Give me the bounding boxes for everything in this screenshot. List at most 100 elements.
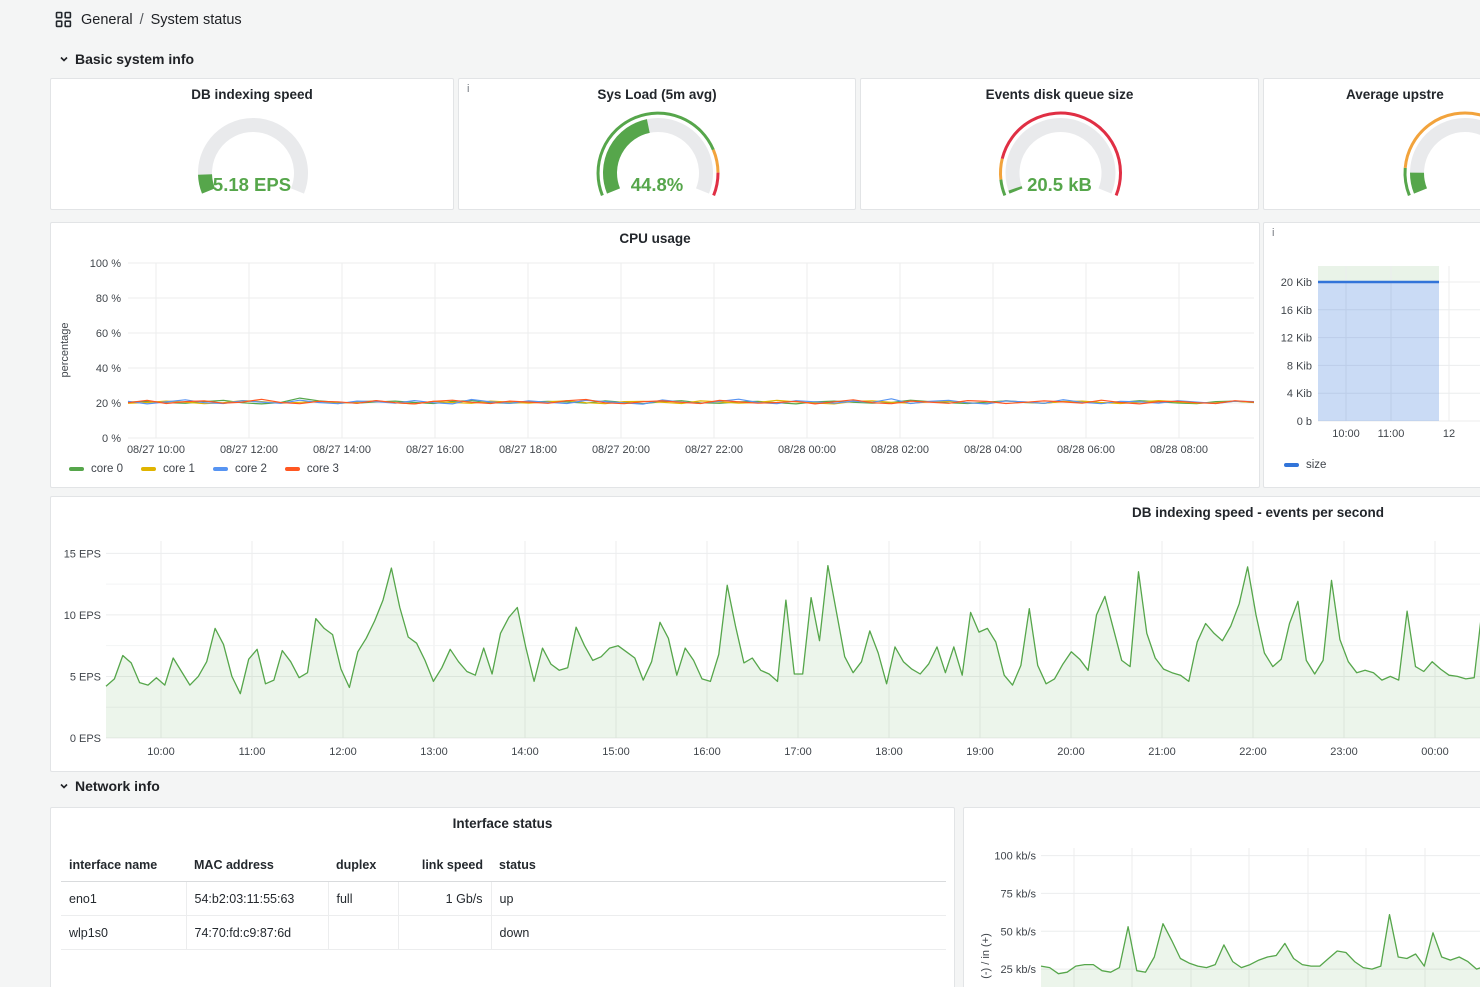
legend-swatch <box>1284 463 1299 467</box>
panel-queue-size-chart: i 0 b4 Kib8 Kib12 Kib16 Kib20 Kib10:0011… <box>1263 222 1480 488</box>
column-header-link-speed[interactable]: link speed <box>398 848 491 882</box>
x-tick-label: 19:00 <box>966 746 994 758</box>
x-tick-label: 08/27 20:00 <box>592 444 650 456</box>
x-tick-label: 08/28 06:00 <box>1057 444 1115 456</box>
x-tick-label: 23:00 <box>1330 746 1358 758</box>
y-tick-label: 10 EPS <box>64 610 101 622</box>
gauge-value: 44.8% <box>459 174 855 196</box>
table-cell: eno1 <box>61 882 186 916</box>
y-tick-label: 4 Kib <box>1287 388 1312 400</box>
y-tick-label: 20 % <box>96 398 121 410</box>
y-tick-label: 16 Kib <box>1281 305 1312 317</box>
y-tick-label: 60 % <box>96 328 121 340</box>
y-tick-label: 8 Kib <box>1287 360 1312 372</box>
table-row: wlp1s074:70:fd:c9:87:6d down <box>61 916 946 950</box>
table-cell: full <box>328 882 398 916</box>
x-tick-label: 08/28 00:00 <box>778 444 836 456</box>
gauge <box>1264 79 1480 210</box>
y-tick-label: 15 EPS <box>64 548 101 560</box>
x-tick-label: 08/27 16:00 <box>406 444 464 456</box>
x-tick-label: 08/27 14:00 <box>313 444 371 456</box>
y-tick-label: 80 % <box>96 293 121 305</box>
y-tick-label: 20 Kib <box>1281 277 1312 289</box>
legend-item-core-1[interactable]: core 1 <box>141 463 195 475</box>
x-tick-label: 10:00 <box>147 746 175 758</box>
legend-item-core-3[interactable]: core 3 <box>285 463 339 475</box>
y-tick-label: 75 kb/s <box>1001 888 1037 900</box>
cpu-legend: core 0 core 1 core 2 core 3 <box>69 463 357 475</box>
panel-db-indexing-speed-gauge: DB indexing speed 5.18 EPS <box>50 78 454 210</box>
section-basic-system-info[interactable]: Basic system info <box>58 51 194 67</box>
panel-interface-status: Interface status interface nameMAC addre… <box>50 807 955 987</box>
table-cell: down <box>491 916 946 950</box>
section-title: Basic system info <box>75 51 194 67</box>
panel-network-traffic-chart: (-) / in (+) 25 kb/s50 kb/s75 kb/s100 kb… <box>963 807 1480 987</box>
table-cell: 74:70:fd:c9:87:6d <box>186 916 328 950</box>
panel-db-indexing-speed-chart: DB indexing speed - events per second 0 … <box>50 496 1480 772</box>
panel-title[interactable]: Interface status <box>51 816 954 831</box>
x-tick-label: 10:00 <box>1332 428 1360 440</box>
table-cell: 54:b2:03:11:55:63 <box>186 882 328 916</box>
breadcrumb-dashboard[interactable]: System status <box>151 12 242 28</box>
section-network-info[interactable]: Network info <box>58 778 160 794</box>
section-title: Network info <box>75 778 160 794</box>
breadcrumb: General / System status <box>55 11 242 28</box>
size-chart-area[interactable]: 0 b 4 Kib 8 Kib 12 Kib 16 Kib 20 Kib 10:00 11:0… <box>1264 223 1480 488</box>
grafana-dashboard: General / System status Basic system inf… <box>0 0 1480 987</box>
gauge-value: 20.5 kB <box>861 174 1258 196</box>
interface-status-table: interface nameMAC addressduplexlink spee… <box>61 848 946 950</box>
x-tick-label: 08/27 22:00 <box>685 444 743 456</box>
legend-item-size[interactable]: size <box>1284 459 1326 471</box>
panel-cpu-usage: CPU usage percentage 0 %20 %40 %60 %80 %… <box>50 222 1260 488</box>
x-tick-label: 17:00 <box>784 746 812 758</box>
size-legend: size <box>1284 459 1344 471</box>
db-indexing-chart-area[interactable]: 0 EPS 5 EPS 10 EPS 15 EPS 10:00 11:00 12:00 13:… <box>51 497 1480 772</box>
x-tick-label: 12:00 <box>329 746 357 758</box>
chevron-down-icon <box>58 780 70 792</box>
dashboards-grid-icon[interactable] <box>55 11 72 28</box>
x-tick-label: 18:00 <box>875 746 903 758</box>
y-tick-label: 25 kb/s <box>1001 964 1037 976</box>
legend-swatch <box>285 467 300 471</box>
x-tick-label: 20:00 <box>1057 746 1085 758</box>
cpu-usage-chart-area[interactable]: 0 %20 %40 %60 %80 %100 %08/27 10:0008/27… <box>51 223 1260 488</box>
y-tick-label: 12 Kib <box>1281 333 1312 345</box>
x-tick-label: 11:00 <box>239 746 266 758</box>
x-tick-label: 12 <box>1443 428 1455 440</box>
column-header-interface-name[interactable]: interface name <box>61 848 186 882</box>
chevron-down-icon <box>58 53 70 65</box>
legend-swatch <box>213 467 228 471</box>
column-header-status[interactable]: status <box>491 848 946 882</box>
legend-label: core 1 <box>163 463 195 475</box>
x-tick-label: 08/28 04:00 <box>964 444 1022 456</box>
x-tick-label: 21:00 <box>1148 746 1176 758</box>
legend-label: size <box>1306 459 1326 471</box>
legend-item-core-2[interactable]: core 2 <box>213 463 267 475</box>
x-tick-label: 08/28 08:00 <box>1150 444 1208 456</box>
panel-average-upstream-gauge: Average upstre <box>1263 78 1480 210</box>
x-tick-label: 22:00 <box>1239 746 1267 758</box>
y-tick-label: 0 b <box>1297 416 1312 428</box>
y-tick-label: 100 % <box>90 258 121 270</box>
table-row: eno154:b2:03:11:55:63full1 Gb/sup <box>61 882 946 916</box>
column-header-MAC-address[interactable]: MAC address <box>186 848 328 882</box>
x-tick-label: 08/27 12:00 <box>220 444 278 456</box>
breadcrumb-folder[interactable]: General <box>81 12 133 28</box>
breadcrumb-separator: / <box>140 12 144 28</box>
legend-item-core-0[interactable]: core 0 <box>69 463 123 475</box>
table-cell: up <box>491 882 946 916</box>
y-tick-label: 0 % <box>102 433 121 445</box>
x-tick-label: 08/27 10:00 <box>127 444 185 456</box>
y-tick-label: 100 kb/s <box>994 851 1036 863</box>
y-tick-label: 0 EPS <box>70 733 101 745</box>
table-cell: wlp1s0 <box>61 916 186 950</box>
x-tick-label: 13:00 <box>420 746 448 758</box>
x-tick-label: 15:00 <box>602 746 630 758</box>
x-tick-label: 14:00 <box>511 746 539 758</box>
y-tick-label: 5 EPS <box>70 671 101 683</box>
column-header-duplex[interactable]: duplex <box>328 848 398 882</box>
network-traffic-chart-area[interactable]: 25 kb/s50 kb/s75 kb/s100 kb/s <box>964 808 1480 987</box>
x-tick-label: 11:00 <box>1378 428 1405 440</box>
legend-swatch <box>69 467 84 471</box>
legend-label: core 0 <box>91 463 123 475</box>
